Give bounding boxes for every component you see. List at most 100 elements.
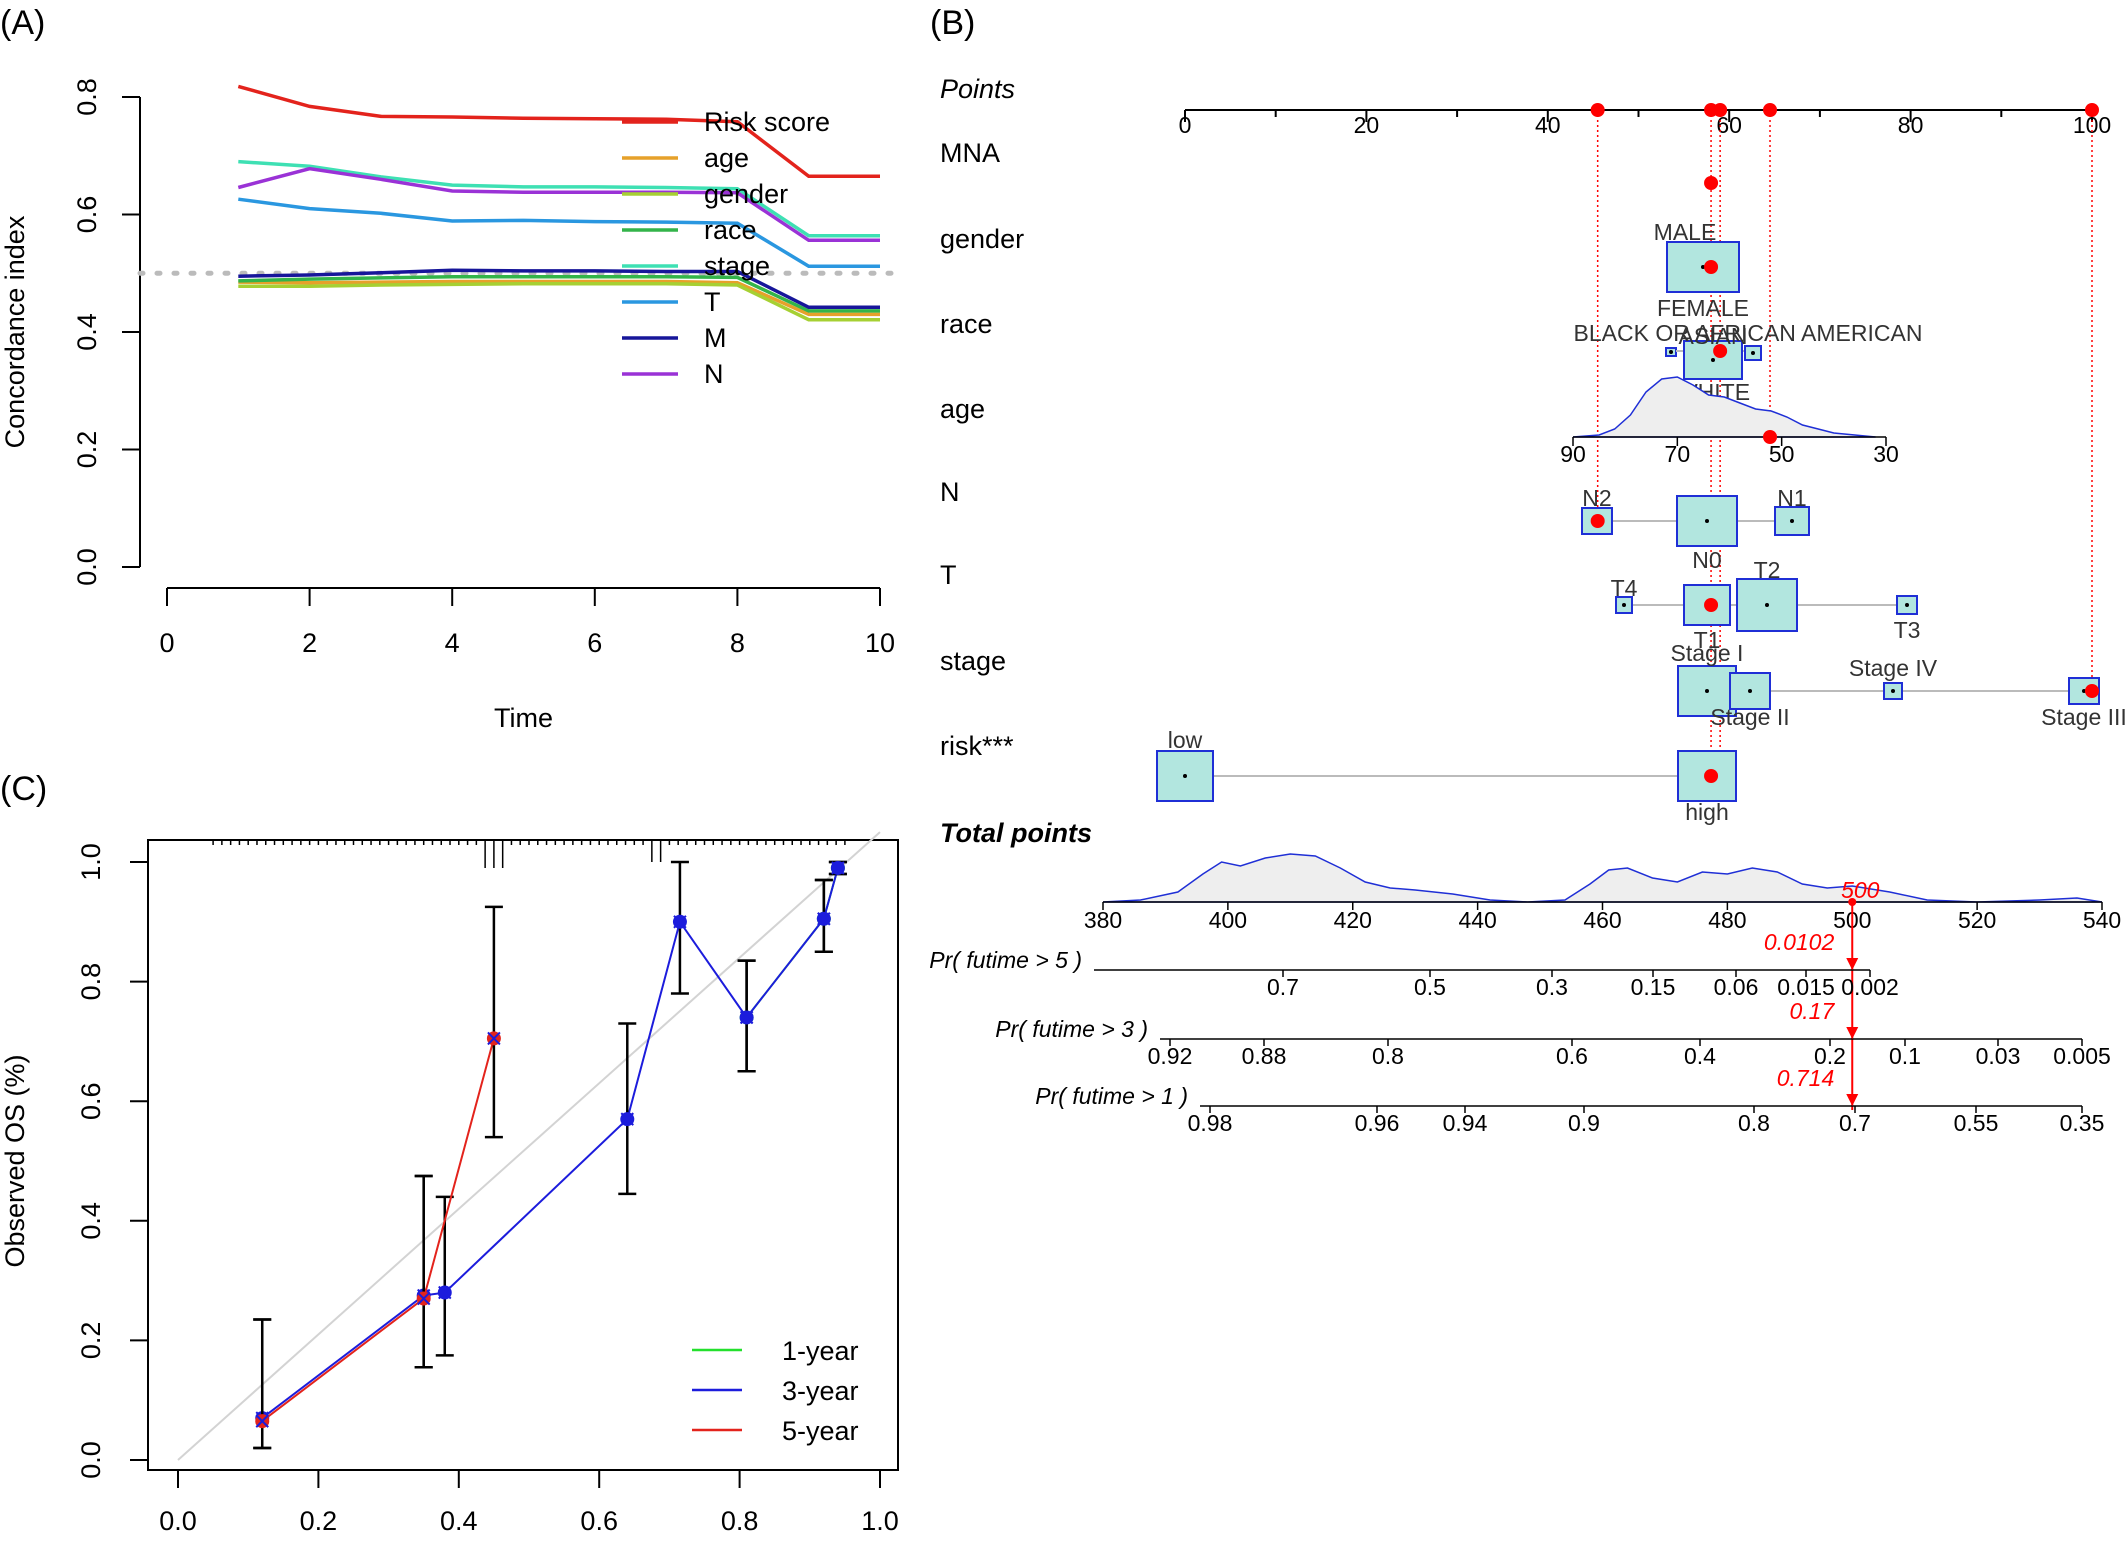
age-marker xyxy=(1763,430,1778,444)
prediction-arrow xyxy=(1846,958,1859,970)
point-cross xyxy=(487,1031,501,1046)
y-tick-label: 0.0 xyxy=(72,548,102,586)
total-tick-label: 400 xyxy=(1209,907,1247,933)
legend-label: gender xyxy=(704,179,788,209)
prediction-tick-label: 0.6 xyxy=(1556,1043,1588,1069)
prediction-label: Pr( futime > 5 ) xyxy=(929,947,1082,973)
race-marker xyxy=(1713,344,1728,358)
y-tick-label: 0.4 xyxy=(76,1202,106,1240)
plot-frame xyxy=(147,839,899,1471)
panel-label-b: (B) xyxy=(930,4,975,42)
row-label: race xyxy=(940,309,993,339)
prediction-tick-label: 0.002 xyxy=(1841,974,1899,1000)
row-label: MNA xyxy=(940,138,1000,168)
prediction-tick-label: 0.03 xyxy=(1976,1043,2021,1069)
row-label: N xyxy=(940,477,960,507)
point-cross xyxy=(817,912,831,926)
box-center-dot xyxy=(1183,774,1187,778)
age-tick-label: 50 xyxy=(1769,441,1795,467)
row-label: stage xyxy=(940,646,1006,676)
age-tick-label: 90 xyxy=(1560,441,1586,467)
stage-marker xyxy=(2085,684,2099,698)
x-tick-label: 0.8 xyxy=(721,1506,759,1536)
point-cross xyxy=(831,861,845,875)
series-line-age xyxy=(238,279,880,317)
t-marker xyxy=(1704,598,1719,612)
prediction-label: Pr( futime > 1 ) xyxy=(1035,1083,1188,1109)
series-line-stage xyxy=(238,159,880,238)
y-tick-label: 0.8 xyxy=(72,78,102,116)
total-tick-label: 540 xyxy=(2083,907,2121,933)
point-cross xyxy=(673,915,687,929)
point-cross xyxy=(255,1414,269,1428)
prediction-tick-label: 0.06 xyxy=(1714,974,1759,1000)
row-label-points: Points xyxy=(940,74,1015,104)
prediction-tick-label: 0.15 xyxy=(1631,974,1676,1000)
legend-label: 3-year xyxy=(782,1376,859,1406)
level-label: N1 xyxy=(1777,485,1806,511)
legend-label: 5-year xyxy=(782,1416,859,1446)
level-label: low xyxy=(1168,727,1203,753)
level-label: T4 xyxy=(1611,575,1638,601)
prediction-arrow xyxy=(1846,1027,1859,1039)
total-tick-label: 460 xyxy=(1583,907,1621,933)
x-tick-label: 4 xyxy=(445,628,460,658)
row-label: T xyxy=(940,560,957,590)
legend-label: N xyxy=(704,359,724,389)
n-marker xyxy=(1590,514,1605,528)
box-center-dot xyxy=(1705,519,1709,523)
calibration-line-3-year xyxy=(261,867,839,1419)
series-line-t xyxy=(238,197,880,268)
prediction-tick-label: 0.92 xyxy=(1148,1043,1193,1069)
prediction-tick-label: 0.88 xyxy=(1242,1043,1287,1069)
level-label: ASIAN xyxy=(1678,323,1747,349)
prediction-tick-label: 0.3 xyxy=(1536,974,1568,1000)
points-marker xyxy=(1713,103,1728,117)
concordance-index-chart: 0 2 4 6 8 10 Time 0.0 0.2 0.4 0.6 0.8 Concordance in… xyxy=(0,78,903,733)
prediction-tick-label: 0.35 xyxy=(2060,1110,2105,1136)
legend-label: M xyxy=(704,323,727,353)
box-center-dot xyxy=(1790,519,1794,523)
y-tick-label: 0.6 xyxy=(72,196,102,234)
total-tick-label: 480 xyxy=(1708,907,1746,933)
points-tick-label: 0 xyxy=(1179,112,1192,138)
panel-label-a: (A) xyxy=(0,4,45,42)
prediction-tick-label: 0.96 xyxy=(1355,1110,1400,1136)
box-center-dot xyxy=(1905,603,1909,607)
x-tick-label: 2 xyxy=(302,628,317,658)
prediction-tick-label: 0.015 xyxy=(1777,974,1835,1000)
series-line-n xyxy=(237,166,880,243)
total-tick-label: 520 xyxy=(1958,907,1996,933)
point-cross xyxy=(416,1291,431,1306)
series-line-m xyxy=(238,268,880,310)
box-center-dot xyxy=(2082,689,2086,693)
prediction-value-label: 0.17 xyxy=(1789,998,1835,1024)
x-tick-label: 0.6 xyxy=(580,1506,618,1536)
prediction-value-label: 0.0102 xyxy=(1764,929,1835,955)
legend-label: T xyxy=(704,287,721,317)
prediction-tick-label: 0.2 xyxy=(1814,1043,1846,1069)
y-tick-label: 0.6 xyxy=(76,1082,106,1120)
total-points-label: Total points xyxy=(940,818,1092,848)
x-tick-label: 6 xyxy=(587,628,602,658)
level-label: Stage IV xyxy=(1849,655,1938,681)
level-label: high xyxy=(1685,799,1728,825)
x-tick-label: 0.2 xyxy=(300,1506,338,1536)
x-tick-label: 8 xyxy=(730,628,745,658)
race-white-box xyxy=(1683,340,1743,380)
age-density xyxy=(1572,376,1876,438)
legend-label: age xyxy=(704,143,749,173)
total-tick-label: 420 xyxy=(1334,907,1372,933)
prediction-tick-label: 0.8 xyxy=(1372,1043,1404,1069)
y-axis-title: Concordance index xyxy=(0,215,30,448)
prediction-tick-label: 0.8 xyxy=(1738,1110,1770,1136)
total-tick-label: 380 xyxy=(1084,907,1122,933)
legend-label: race xyxy=(704,215,757,245)
points-marker xyxy=(1763,103,1778,117)
y-tick-label: 0.8 xyxy=(76,963,106,1001)
level-label: MALE xyxy=(1654,219,1717,245)
box-center-dot xyxy=(1748,689,1752,693)
prediction-tick-label: 0.4 xyxy=(1684,1043,1716,1069)
points-marker xyxy=(2085,103,2099,117)
